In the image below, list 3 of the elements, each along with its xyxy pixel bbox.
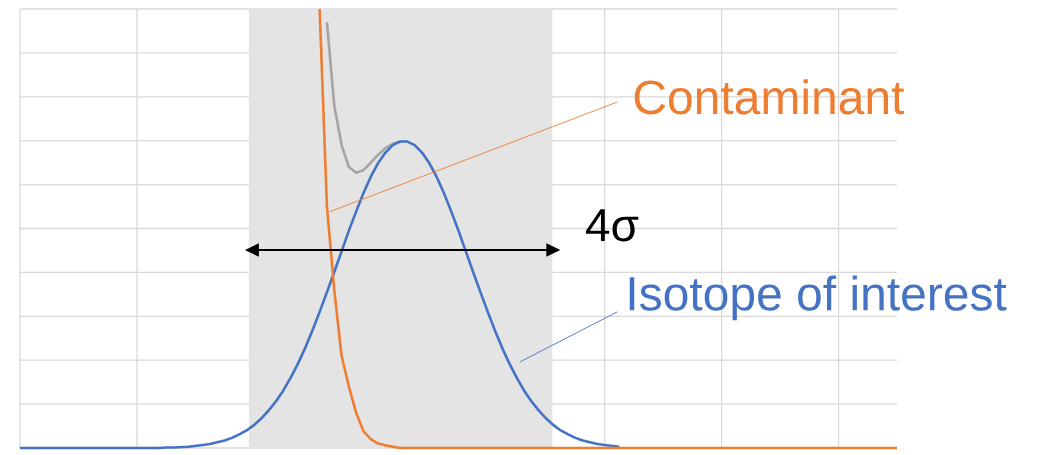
text: Contaminant	[634, 79, 905, 115]
text: Isotope of interest	[629, 275, 1007, 321]
annotation: 4σ	[586, 209, 639, 242]
